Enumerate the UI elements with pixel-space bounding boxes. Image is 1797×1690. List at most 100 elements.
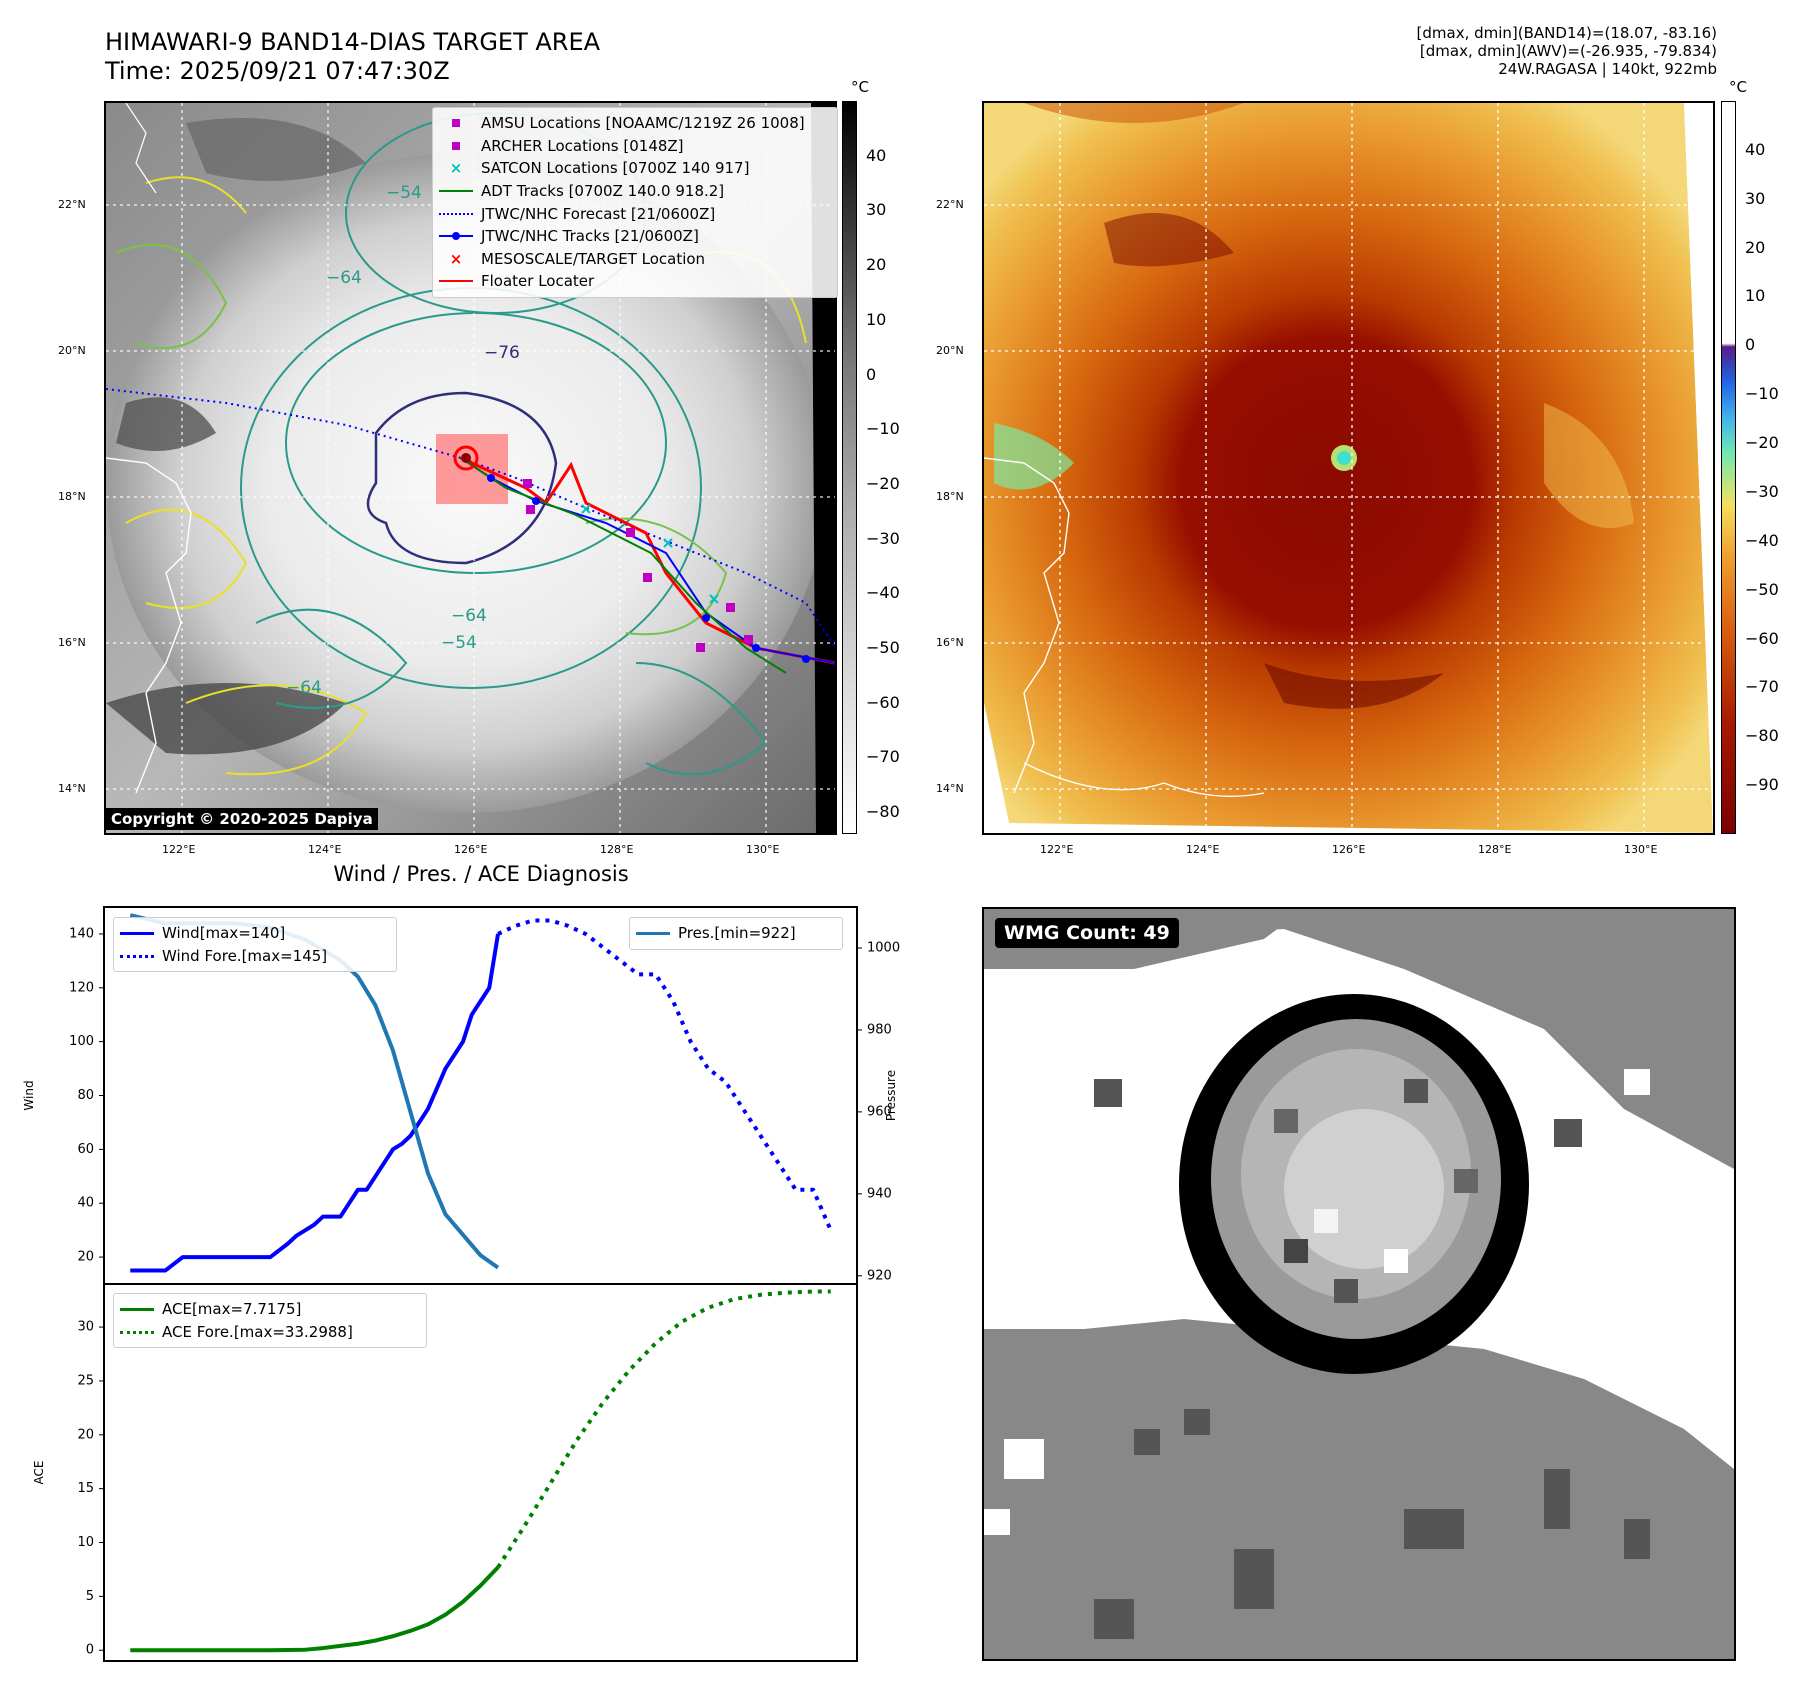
legend-item: ACE[max=7.7175] (120, 1298, 420, 1321)
ace-tick-label: 15 (77, 1481, 94, 1496)
wind-axis-label: Wind (22, 1080, 36, 1110)
wind-tick-label: 100 (69, 1034, 94, 1049)
legend-item: ADT Tracks [0700Z 140.0 918.2] (439, 180, 831, 203)
contour-label: −76 (484, 343, 520, 363)
legend-label: SATCON Locations [0700Z 140 917] (481, 159, 750, 178)
colorbar-tick: −20 (1745, 433, 1779, 453)
wind-tick-label: 80 (77, 1088, 94, 1103)
colorbar-tick: −70 (1745, 677, 1779, 697)
title-line-2: Time: 2025/09/21 07:47:30Z (105, 57, 450, 85)
colorbar-tick: 40 (866, 145, 887, 165)
wind-legend: Wind[max=140] Wind Fore.[max=145] (113, 917, 397, 973)
legend-item: Floater Locater (439, 270, 831, 293)
forecast-track-line (106, 388, 835, 648)
storm-info: [dmax, dmin](BAND14)=(18.07, -83.16) [dm… (1417, 24, 1717, 78)
legend-label: Wind Fore.[max=145] (162, 946, 328, 965)
x-icon: × (449, 249, 463, 268)
colorbar-tick: −80 (866, 802, 900, 822)
lon-label: 130°E (746, 843, 780, 856)
awv-map (984, 103, 1713, 833)
legend-item: × SATCON Locations [0700Z 140 917] (439, 157, 831, 180)
colorbar-tick: −50 (1745, 579, 1779, 599)
contour-label: −64 (286, 678, 322, 698)
awv-map-panel (982, 101, 1715, 835)
colorbar-tick: 20 (866, 255, 887, 275)
ace-legend: ACE[max=7.7175] ACE Fore.[max=33.2988] (113, 1293, 427, 1349)
awv-range: [dmax, dmin](AWV)=(-26.935, -79.834) (1419, 42, 1717, 60)
legend-label: JTWC/NHC Forecast [21/0600Z] (481, 204, 716, 223)
legend-label: Pres.[min=922] (678, 924, 796, 943)
ace-line (130, 1565, 500, 1653)
square-icon (439, 139, 473, 153)
lat-label: 20°N (936, 344, 964, 357)
ir-legend: AMSU Locations [NOAAMC/1219Z 26 1008] AR… (432, 107, 838, 298)
lon-label: 130°E (1624, 843, 1658, 856)
wind-tick-label: 120 (69, 980, 94, 995)
legend-label: JTWC/NHC Tracks [21/0600Z] (481, 227, 699, 246)
colorbar-tick: −60 (866, 692, 900, 712)
storm-summary: 24W.RAGASA | 140kt, 922mb (1498, 60, 1717, 78)
lon-label: 128°E (600, 843, 634, 856)
colorbar-tick: −20 (866, 473, 900, 493)
wmg-count-badge: WMG Count: 49 (995, 918, 1179, 948)
colorbar-tick: 30 (1745, 188, 1766, 208)
lat-label: 22°N (936, 198, 964, 211)
pressure-tick-label: 960 (867, 1104, 892, 1119)
legend-item: Pres.[min=922] (636, 922, 836, 945)
line-icon (120, 926, 154, 940)
dotted-line-icon (439, 207, 473, 221)
lon-label: 124°E (308, 843, 342, 856)
line-dot-icon (439, 229, 473, 243)
contour-label: −64 (326, 268, 362, 288)
legend-label: AMSU Locations [NOAAMC/1219Z 26 1008] (481, 114, 805, 133)
ace-tick-label: 30 (77, 1320, 94, 1335)
lon-label: 128°E (1478, 843, 1512, 856)
ir-colorbar (842, 101, 857, 834)
colorbar-tick: −40 (866, 583, 900, 603)
wmg-image (984, 909, 1734, 1659)
lat-label: 22°N (58, 198, 86, 211)
lon-label: 122°E (162, 843, 196, 856)
square-icon (439, 116, 473, 130)
ace-axes-frame (103, 1283, 858, 1662)
contour-label: −54 (386, 183, 422, 203)
floater-box (436, 434, 508, 504)
legend-label: ARCHER Locations [0148Z] (481, 136, 684, 155)
diagnosis-chart: 20 40 60 80 100 120 140 920 940 960 980 1000 0 5 10 15 2… (22, 906, 900, 1662)
colorbar-tick: −60 (1745, 628, 1779, 648)
contour-label: −64 (451, 606, 487, 626)
line-icon (439, 184, 473, 198)
legend-label: ADT Tracks [0700Z 140.0 918.2] (481, 182, 725, 201)
ace-tick-label: 0 (86, 1643, 94, 1658)
ace-axis-label: ACE (32, 1461, 46, 1485)
amsu-archer-points (523, 479, 753, 652)
lat-label: 18°N (936, 490, 964, 503)
colorbar-tick: −90 (1745, 775, 1779, 795)
line-icon (439, 274, 473, 288)
ace-tick-label: 5 (86, 1589, 94, 1604)
colorbar-tick: 20 (1745, 237, 1766, 257)
lat-label: 16°N (58, 636, 86, 649)
pressure-legend: Pres.[min=922] (629, 917, 843, 950)
ace-tick-label: 20 (77, 1427, 94, 1442)
page-title: HIMAWARI-9 BAND14-DIAS TARGET AREA Time:… (105, 28, 600, 86)
legend-item: Wind[max=140] (120, 922, 390, 945)
legend-item: ACE Fore.[max=33.2988] (120, 1321, 420, 1344)
colorbar-tick: 0 (866, 364, 877, 384)
legend-item: AMSU Locations [NOAAMC/1219Z 26 1008] (439, 112, 831, 135)
colorbar-tick: −40 (1745, 530, 1779, 550)
colorbar-tick: 40 (1745, 139, 1766, 159)
ir-colorbar-unit: °C (851, 78, 869, 96)
colorbar-tick: −30 (1745, 481, 1779, 501)
band14-range: [dmax, dmin](BAND14)=(18.07, -83.16) (1416, 24, 1717, 42)
wind-forecast-line (497, 918, 833, 1231)
wind-tick-label: 40 (77, 1196, 94, 1211)
lat-label: 14°N (58, 782, 86, 795)
colorbar-tick: −80 (1745, 726, 1779, 746)
contour-label: −54 (441, 633, 477, 653)
legend-item: JTWC/NHC Tracks [21/0600Z] (439, 225, 831, 248)
colorbar-tick: 0 (1745, 335, 1756, 355)
diagnosis-title: Wind / Pres. / ACE Diagnosis (333, 862, 629, 886)
dotted-line-icon (120, 1325, 154, 1339)
pressure-tick-label: 1000 (867, 940, 900, 955)
